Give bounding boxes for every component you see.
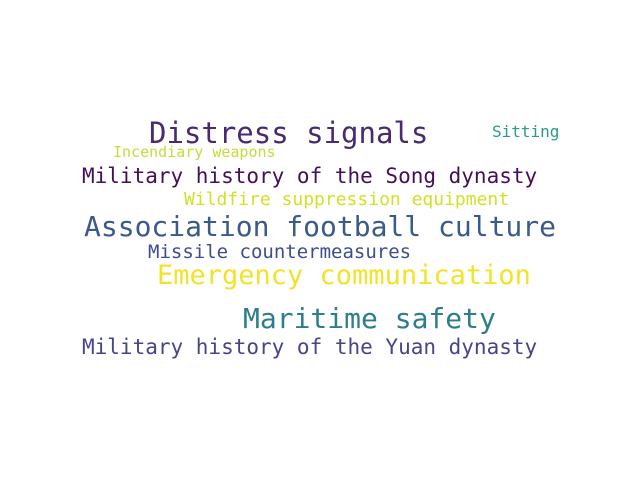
word-association-football: Association football culture — [84, 210, 557, 243]
word-wildfire-suppression: Wildfire suppression equipment — [184, 189, 510, 210]
word-emergency-communication: Emergency communication — [157, 260, 531, 291]
word-sitting: Sitting — [492, 122, 560, 141]
word-military-history-yuan: Military history of the Yuan dynasty — [82, 335, 538, 359]
word-military-history-song: Military history of the Song dynasty — [82, 164, 538, 188]
word-missile-countermeasures: Missile countermeasures — [148, 241, 412, 263]
word-incendiary-weapons: Incendiary weapons — [113, 143, 276, 161]
word-distress-signals: Distress signals — [149, 116, 429, 150]
word-maritime-safety: Maritime safety — [243, 302, 496, 335]
